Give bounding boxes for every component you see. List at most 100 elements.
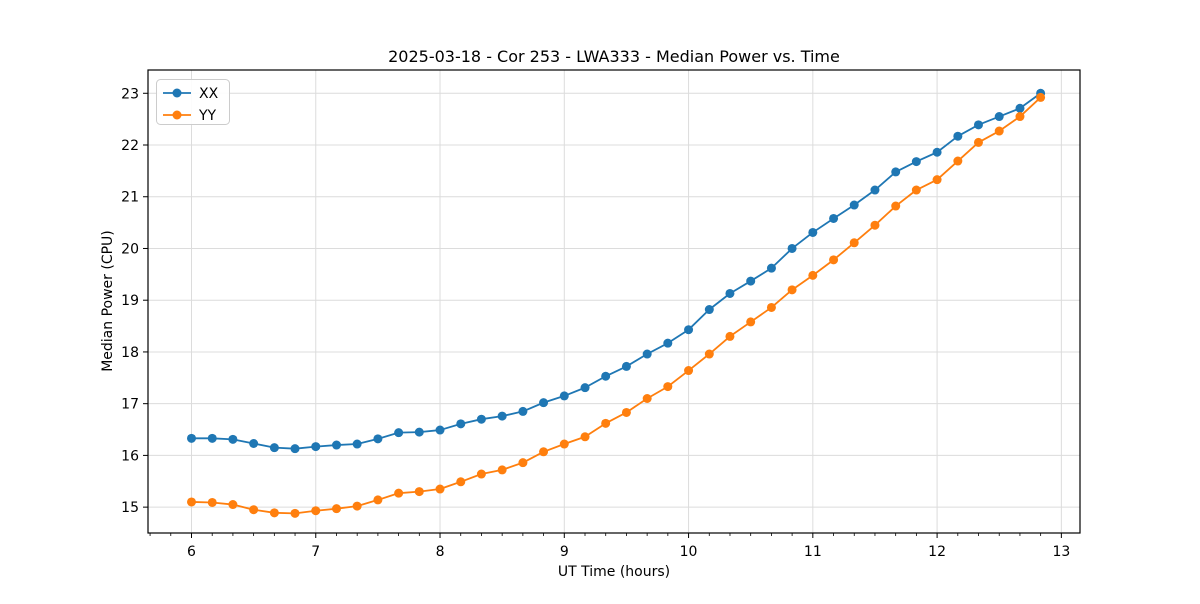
data-point: [994, 126, 1004, 136]
y-tick-label: 23: [121, 86, 139, 102]
data-point: [704, 349, 714, 359]
series-XX: [186, 88, 1046, 454]
data-point: [580, 432, 590, 442]
y-tick-label: 22: [121, 138, 139, 154]
data-point: [580, 383, 590, 393]
data-point: [601, 418, 611, 428]
data-point: [973, 137, 983, 147]
data-point: [642, 349, 652, 359]
data-point: [311, 506, 321, 516]
y-tick-label: 21: [121, 190, 139, 206]
y-tick-label: 15: [121, 500, 139, 516]
data-point: [746, 276, 756, 286]
data-point: [476, 469, 486, 479]
data-point: [394, 488, 404, 498]
x-tick-label: 9: [560, 544, 569, 560]
data-point: [518, 406, 528, 416]
data-point: [207, 433, 217, 443]
data-point: [787, 243, 797, 253]
legend-label: XX: [199, 86, 219, 102]
data-point: [953, 156, 963, 166]
data-point: [829, 213, 839, 223]
y-axis-label: Median Power (CPU): [100, 230, 116, 372]
data-point: [539, 398, 549, 408]
data-point: [290, 444, 300, 454]
data-point: [332, 504, 342, 514]
data-point: [1015, 103, 1025, 113]
data-point: [373, 495, 383, 505]
series-YY: [186, 92, 1046, 518]
x-tick-label: 6: [187, 544, 196, 560]
data-point: [497, 411, 507, 421]
data-point: [766, 302, 776, 312]
data-point: [518, 458, 528, 468]
plot-frame: [147, 69, 1081, 534]
data-point: [269, 443, 279, 453]
data-point: [663, 382, 673, 392]
legend-box: [156, 79, 230, 125]
legend-marker: [172, 88, 182, 98]
data-point: [290, 508, 300, 518]
legend-label: YY: [198, 108, 217, 124]
data-point: [766, 263, 776, 273]
data-point: [642, 393, 652, 403]
data-point: [891, 201, 901, 211]
x-tick-label: 11: [804, 544, 822, 560]
data-point: [787, 285, 797, 295]
data-point: [891, 167, 901, 177]
data-point: [311, 442, 321, 452]
axes-ticks: 6 7 8 9 10 11 12 13 15 16 17 18 19 20 21 22 23: [121, 86, 1070, 560]
data-point: [684, 366, 694, 376]
data-point: [870, 185, 880, 195]
data-point: [435, 425, 445, 435]
data-point: [621, 407, 631, 417]
data-point: [352, 501, 362, 511]
legend: XX YY: [156, 79, 230, 125]
data-point: [186, 497, 196, 507]
data-point: [435, 484, 445, 494]
data-point: [207, 497, 217, 507]
data-point: [849, 200, 859, 210]
data-point: [228, 434, 238, 444]
data-point: [269, 508, 279, 518]
data-point: [601, 371, 611, 381]
x-tick-label: 8: [436, 544, 445, 560]
data-point: [684, 325, 694, 335]
series-line: [190, 92, 1042, 450]
data-point: [849, 238, 859, 248]
data-point: [394, 428, 404, 438]
data-point: [186, 433, 196, 443]
data-point: [829, 255, 839, 265]
data-point: [994, 112, 1004, 122]
data-point: [808, 227, 818, 237]
x-tick-label: 10: [680, 544, 698, 560]
data-point: [249, 439, 259, 449]
data-point: [1015, 112, 1025, 122]
data-point: [725, 331, 735, 341]
grid: [148, 70, 1080, 533]
data-point: [456, 477, 466, 487]
data-point: [953, 131, 963, 141]
data-point: [497, 465, 507, 475]
data-point: [932, 147, 942, 157]
chart-title: 2025-03-18 - Cor 253 - LWA333 - Median P…: [388, 47, 840, 66]
data-point: [870, 220, 880, 230]
data-point: [808, 270, 818, 280]
y-tick-label: 17: [121, 397, 139, 413]
data-point: [373, 434, 383, 444]
data-point: [911, 185, 921, 195]
data-point: [414, 427, 424, 437]
data-point: [476, 414, 486, 424]
data-point: [559, 391, 569, 401]
data-point: [725, 288, 735, 298]
data-point: [621, 361, 631, 371]
y-tick-label: 19: [121, 293, 139, 309]
data-point: [352, 439, 362, 449]
data-point: [704, 305, 714, 315]
data-series: [186, 88, 1046, 518]
data-point: [456, 419, 466, 429]
x-tick-label: 12: [928, 544, 946, 560]
y-tick-label: 20: [121, 241, 139, 257]
